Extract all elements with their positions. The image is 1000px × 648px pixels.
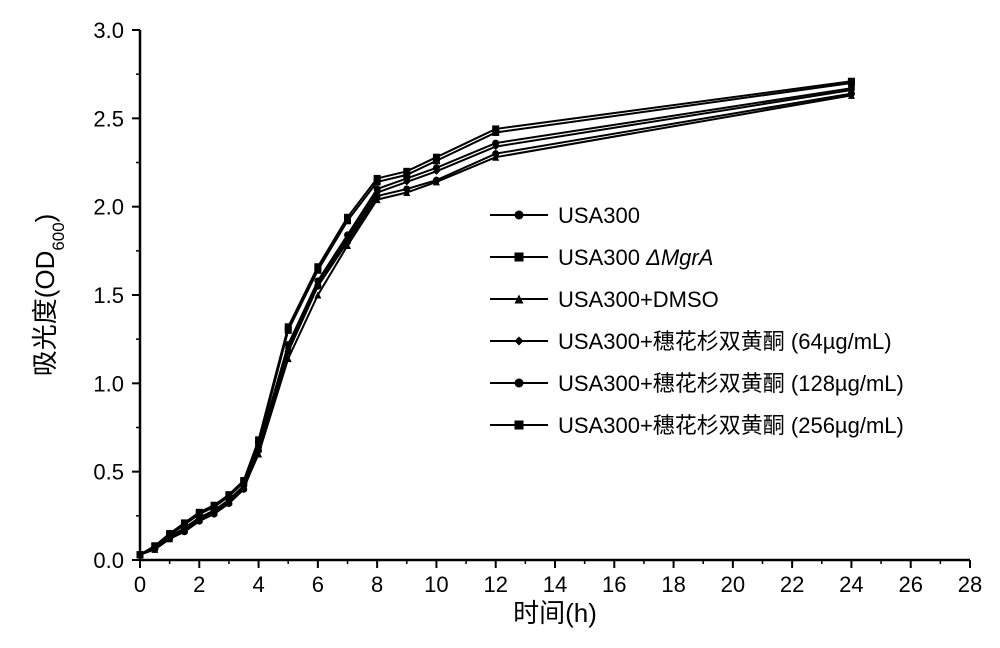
x-tick-label: 10 [424, 572, 448, 597]
y-tick-label: 0.5 [93, 460, 124, 485]
chart-svg: 02468101214161820222426280.00.51.01.52.0… [0, 0, 1000, 648]
marker-square [515, 421, 524, 430]
x-tick-label: 22 [780, 572, 804, 597]
marker-square [285, 323, 292, 330]
x-tick-label: 8 [371, 572, 383, 597]
marker-square [181, 519, 188, 526]
marker-square [433, 154, 440, 161]
x-tick-label: 28 [958, 572, 982, 597]
marker-square [166, 530, 173, 537]
x-tick-label: 18 [661, 572, 685, 597]
x-tick-label: 24 [839, 572, 863, 597]
y-axis-label: 吸光度(OD600) [30, 214, 68, 377]
marker-square [314, 263, 321, 270]
marker-square [211, 502, 218, 509]
growth-curve-chart: 02468101214161820222426280.00.51.01.52.0… [0, 0, 1000, 648]
legend-item-3: USA300+穗花杉双黄酮 (64µg/mL) [490, 329, 892, 354]
marker-square [225, 491, 232, 498]
y-tick-label: 1.5 [93, 283, 124, 308]
y-tick-label: 0.0 [93, 548, 124, 573]
y-tick-label: 1.0 [93, 371, 124, 396]
legend-item-5: USA300+穗花杉双黄酮 (256µg/mL) [490, 413, 904, 438]
y-tick-label: 2.5 [93, 106, 124, 131]
marker-circle [515, 211, 524, 220]
x-tick-label: 0 [134, 572, 146, 597]
marker-circle [848, 85, 855, 92]
marker-circle [433, 164, 440, 171]
marker-diamond [515, 337, 524, 346]
x-tick-label: 12 [483, 572, 507, 597]
marker-square [374, 175, 381, 182]
x-axis-label: 时间(h) [513, 598, 597, 628]
legend-item-4: USA300+穗花杉双黄酮 (128µg/mL) [490, 371, 904, 396]
marker-circle [492, 140, 499, 147]
x-tick-label: 14 [543, 572, 567, 597]
x-tick-label: 6 [312, 572, 324, 597]
legend-label: USA300+穗花杉双黄酮 (128µg/mL) [558, 371, 904, 396]
legend-label: USA300 [558, 203, 640, 228]
marker-circle [344, 231, 351, 238]
marker-circle [515, 379, 524, 388]
marker-square [255, 436, 262, 443]
legend-label: USA300 ΔMgrA [558, 245, 713, 270]
marker-square [151, 542, 158, 549]
x-tick-label: 20 [721, 572, 745, 597]
legend-item-1: USA300 ΔMgrA [490, 245, 713, 270]
marker-square [137, 551, 144, 558]
marker-square [403, 168, 410, 175]
marker-square [196, 509, 203, 516]
marker-square [344, 214, 351, 221]
legend-item-0: USA300 [490, 203, 640, 228]
marker-square [515, 253, 524, 262]
x-tick-label: 4 [252, 572, 264, 597]
marker-square [848, 78, 855, 85]
x-tick-label: 2 [193, 572, 205, 597]
x-tick-label: 16 [602, 572, 626, 597]
y-tick-label: 3.0 [93, 18, 124, 43]
marker-circle [374, 186, 381, 193]
marker-circle [403, 175, 410, 182]
marker-square [492, 125, 499, 132]
y-axis-label-group: 吸光度(OD600) [30, 214, 68, 377]
y-tick-label: 2.0 [93, 195, 124, 220]
marker-square [240, 477, 247, 484]
marker-circle [314, 277, 321, 284]
marker-circle [285, 341, 292, 348]
legend-item-2: USA300+DMSO [490, 287, 719, 312]
legend-label: USA300+穗花杉双黄酮 (64µg/mL) [558, 329, 892, 354]
x-tick-label: 26 [898, 572, 922, 597]
legend-label: USA300+穗花杉双黄酮 (256µg/mL) [558, 413, 904, 438]
legend-label: USA300+DMSO [558, 287, 719, 312]
